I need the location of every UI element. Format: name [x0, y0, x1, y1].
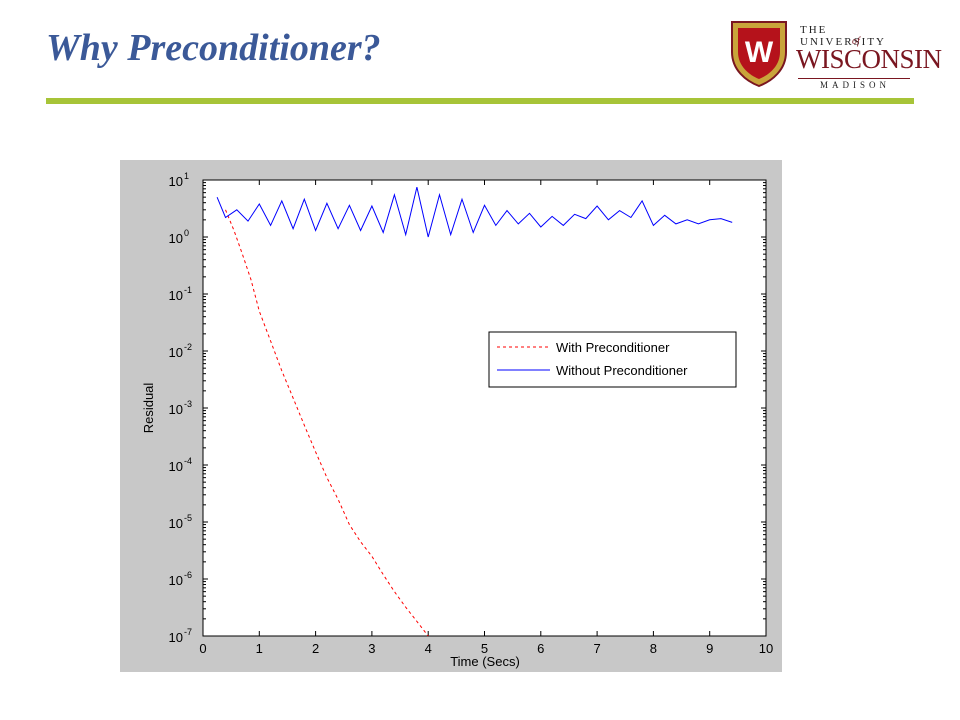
y-tick-label: 10	[169, 174, 183, 189]
x-tick-label: 4	[425, 641, 432, 656]
y-tick-label: 10	[169, 402, 183, 417]
logo-line-madison: MADISON	[820, 80, 891, 90]
y-tick-label: 10	[169, 231, 183, 246]
y-tick-exponent: -1	[184, 285, 192, 295]
y-tick-exponent: 0	[184, 228, 189, 238]
series-with-preconditioner	[225, 209, 429, 637]
x-tick-label: 0	[199, 641, 206, 656]
plot-area	[202, 179, 767, 637]
series-layer	[216, 186, 733, 637]
logo-rule	[798, 78, 910, 79]
university-logo: W THE UNIVERSITY of WISCONSIN MADISON	[724, 18, 942, 90]
logo-line-university: THE UNIVERSITY	[800, 24, 886, 48]
legend-label-with: With Preconditioner	[556, 340, 670, 355]
x-axis-ticks: 0 1 2 3 4 5 6 7 8 9 10	[199, 180, 773, 656]
x-tick-label: 10	[759, 641, 773, 656]
series-without-preconditioner	[216, 186, 733, 238]
slide-title: Why Preconditioner?	[46, 27, 381, 69]
y-tick-label: 10	[169, 288, 183, 303]
y-tick-exponent: -3	[184, 399, 192, 409]
x-tick-label: 2	[312, 641, 319, 656]
y-tick-exponent: 1	[184, 171, 189, 181]
y-tick-exponent: -7	[184, 627, 192, 637]
x-tick-label: 9	[706, 641, 713, 656]
legend-label-without: Without Preconditioner	[556, 363, 688, 378]
logo-line-wisconsin: WISCONSIN	[796, 44, 942, 74]
legend-box	[488, 331, 737, 388]
crest-letter: W	[745, 36, 774, 69]
y-tick-label: 10	[169, 516, 183, 531]
y-tick-exponent: -4	[184, 456, 192, 466]
x-tick-label: 1	[256, 641, 263, 656]
y-tick-label: 10	[169, 345, 183, 360]
logo-line-of: of	[852, 36, 860, 47]
y-tick-label: 10	[169, 459, 183, 474]
x-axis-label: Time (Secs)	[450, 654, 520, 669]
y-tick-exponent: -6	[184, 570, 192, 580]
legend: With Preconditioner Without Precondition…	[488, 331, 737, 388]
y-tick-label: 10	[169, 573, 183, 588]
crest-icon: W	[731, 21, 787, 88]
y-tick-exponent: -2	[184, 342, 192, 352]
x-tick-label: 7	[593, 641, 600, 656]
y-axis-label: Residual	[141, 383, 156, 434]
x-tick-label: 3	[368, 641, 375, 656]
y-tick-label: 10	[169, 630, 183, 645]
x-tick-label: 8	[650, 641, 657, 656]
y-tick-exponent: -5	[184, 513, 192, 523]
x-tick-label: 5	[481, 641, 488, 656]
title-divider	[46, 98, 914, 104]
x-tick-label: 6	[537, 641, 544, 656]
